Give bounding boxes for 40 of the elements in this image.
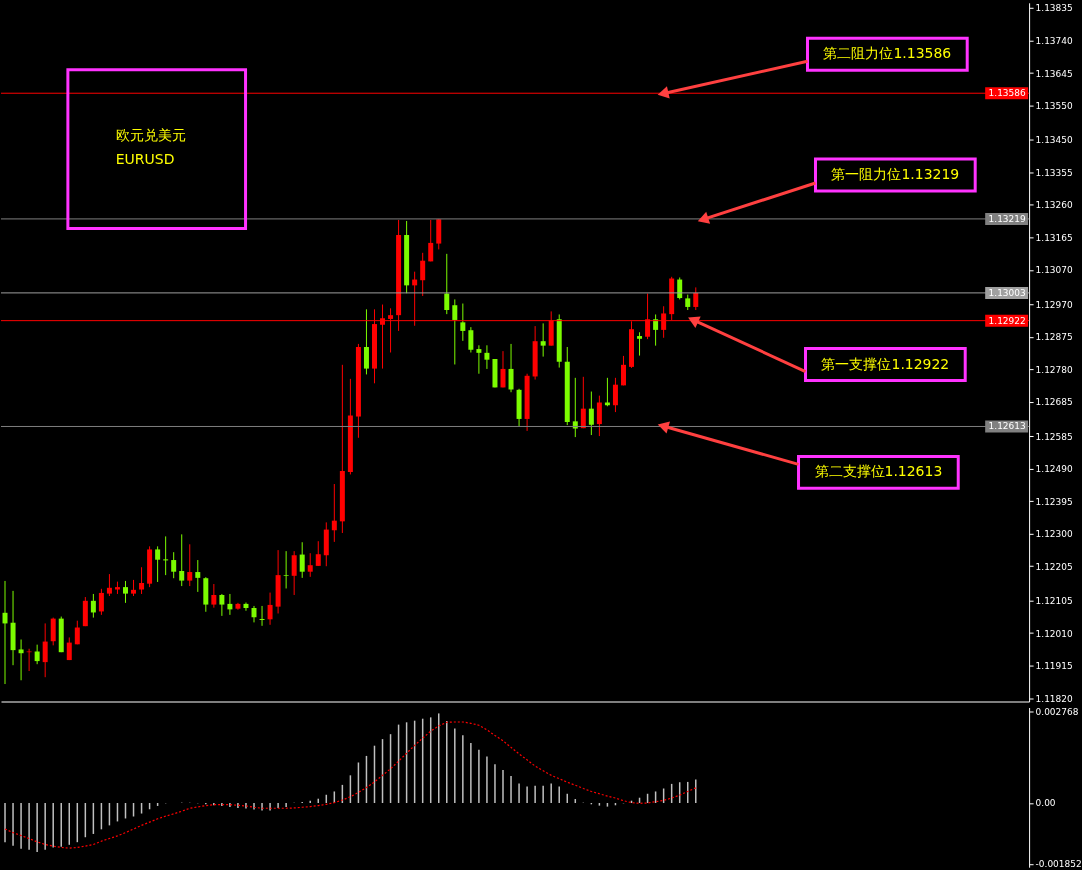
y-tick-label: 1.12685 xyxy=(1035,397,1073,408)
y-tick-label: 1.12490 xyxy=(1035,464,1073,475)
y-tick-label: 1.12875 xyxy=(1035,332,1073,343)
y-tick-label: 1.12780 xyxy=(1035,364,1073,375)
y-tick-label: 1.13550 xyxy=(1035,101,1073,112)
line-series xyxy=(4,721,697,849)
y-tick-label: 1.13645 xyxy=(1035,68,1073,79)
y-tick-label: 1.12970 xyxy=(1035,299,1073,310)
y-tick-label: 1.13450 xyxy=(1035,135,1073,146)
annotation: 欧元兑美元 xyxy=(115,126,186,143)
ref-line-label: 1.12922 xyxy=(988,315,1026,326)
y-tick-label: 1.13740 xyxy=(1035,35,1073,46)
y-tick-label: 1.13070 xyxy=(1035,265,1073,276)
y-tick-label: 1.12395 xyxy=(1035,496,1073,507)
candlestick xyxy=(540,322,546,358)
ref-line-label: 1.13003 xyxy=(988,287,1026,298)
candlestick xyxy=(283,550,289,589)
y-tick-label: 1.13355 xyxy=(1035,167,1073,178)
y-tick-label: 0.00 xyxy=(1035,798,1056,809)
y-tick-label: -0.001852 xyxy=(1035,859,1082,870)
ref-line-label: 1.13586 xyxy=(988,88,1026,99)
y-tick-label: 1.11820 xyxy=(1035,693,1073,704)
y-tick-label: 1.13835 xyxy=(1035,3,1073,14)
y-tick-label: 1.13260 xyxy=(1035,200,1073,211)
annotation: EURUSD xyxy=(115,150,175,167)
annotation: 第一支撑位1.12922 xyxy=(821,355,950,372)
ref-line-label: 1.13219 xyxy=(988,213,1026,224)
annotation: 第二阻力位1.13586 xyxy=(823,45,952,62)
y-tick-label: 1.12105 xyxy=(1035,595,1073,606)
ref-line-label: 1.12613 xyxy=(988,421,1026,432)
y-tick-label: 1.13165 xyxy=(1035,232,1073,243)
y-tick-label: 1.12585 xyxy=(1035,431,1073,442)
y-tick-label: 1.12205 xyxy=(1035,561,1073,572)
annotation: 第二支撑位1.12613 xyxy=(814,463,943,480)
y-tick-label: 1.12300 xyxy=(1035,529,1073,540)
y-tick-label: 1.12010 xyxy=(1035,628,1073,639)
y-tick-label: 1.11915 xyxy=(1035,661,1073,672)
y-tick-label: 0.002768 xyxy=(1035,707,1079,718)
candlestick xyxy=(114,581,120,595)
annotation: 第一阻力位1.13219 xyxy=(831,165,960,182)
